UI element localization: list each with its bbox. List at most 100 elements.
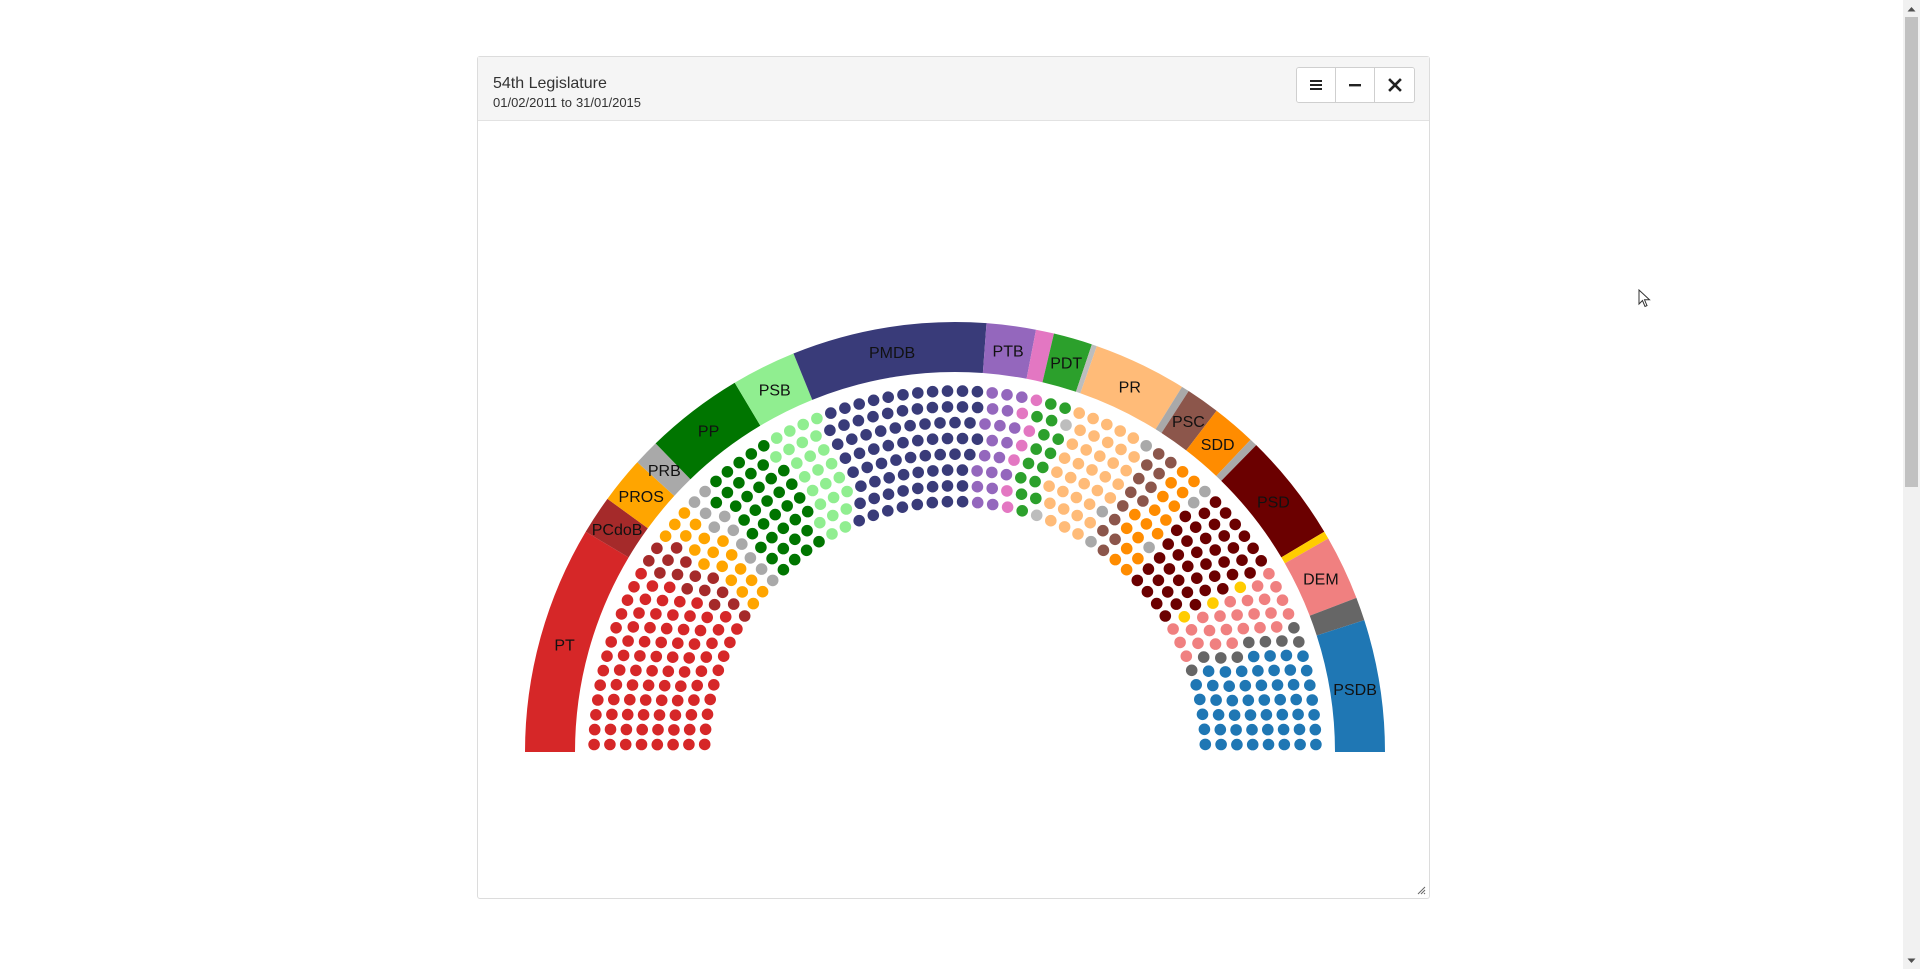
seat-dot-psdb[interactable] <box>1226 694 1239 707</box>
seat-dot-segment-15[interactable] <box>1199 485 1211 498</box>
seat-dot-pt[interactable] <box>678 666 691 678</box>
seat-dot-pp[interactable] <box>801 505 814 518</box>
seat-dot-pt[interactable] <box>630 664 642 677</box>
seat-dot-segment-15[interactable] <box>1187 496 1200 509</box>
seat-dot-pp[interactable] <box>741 490 753 503</box>
seat-dot-psd[interactable] <box>1153 552 1166 564</box>
seat-dot-pcdob[interactable] <box>689 570 702 582</box>
seat-dot-psd[interactable] <box>1189 598 1202 611</box>
seat-dot-pt[interactable] <box>604 723 617 736</box>
seat-dot-pmdb[interactable] <box>904 419 916 432</box>
seat-dot-psdb[interactable] <box>1214 723 1227 736</box>
seat-dot-dem[interactable] <box>1231 609 1243 621</box>
seat-dot-pr[interactable] <box>1087 412 1099 425</box>
seat-dot-pr[interactable] <box>1078 477 1090 490</box>
seat-dot-segment-8[interactable] <box>1023 425 1036 437</box>
seat-dot-pdt[interactable] <box>1030 492 1042 505</box>
party-arc-psdb[interactable] <box>1316 620 1385 752</box>
seat-dot-pmdb[interactable] <box>956 464 969 476</box>
seat-dot-pt[interactable] <box>658 679 671 692</box>
seat-dot-prb[interactable] <box>727 524 740 537</box>
party-arc-pmdb[interactable] <box>793 322 987 400</box>
seat-dot-psd[interactable] <box>1150 597 1163 610</box>
seat-dot-psdb[interactable] <box>1242 694 1255 707</box>
seat-dot-ptb[interactable] <box>986 466 998 479</box>
seat-dot-psdb[interactable] <box>1223 680 1235 692</box>
seat-dot-pt[interactable] <box>674 595 686 608</box>
seat-dot-sdd[interactable] <box>1109 553 1122 566</box>
seat-dot-segment-19[interactable] <box>1197 651 1210 663</box>
seat-dot-psd[interactable] <box>1218 530 1230 542</box>
seat-dot-pt[interactable] <box>605 636 617 648</box>
seat-dot-pr[interactable] <box>1107 457 1119 469</box>
seat-dot-pmdb[interactable] <box>846 433 858 446</box>
seat-dot-pp[interactable] <box>777 522 790 535</box>
seat-dot-dem[interactable] <box>1197 611 1209 624</box>
party-arc-segment-8[interactable] <box>1026 329 1054 383</box>
seat-dot-pt[interactable] <box>655 694 668 707</box>
seat-dot-psdb[interactable] <box>1239 679 1252 692</box>
seat-dot-segment-19[interactable] <box>1185 664 1198 677</box>
seat-dot-pros[interactable] <box>725 549 738 561</box>
seat-dot-pmdb[interactable] <box>853 398 865 410</box>
resize-handle-icon[interactable] <box>1416 885 1426 895</box>
seat-dot-segment-10[interactable] <box>1060 419 1072 431</box>
seat-dot-pcdob[interactable] <box>680 556 692 568</box>
seat-dot-ptb[interactable] <box>971 465 983 477</box>
seat-dot-psc[interactable] <box>1141 459 1153 471</box>
seat-dot-pp[interactable] <box>757 518 770 530</box>
seat-dot-dem[interactable] <box>1192 637 1204 650</box>
seat-dot-psd[interactable] <box>1209 496 1222 508</box>
seat-dot-pdt[interactable] <box>1038 429 1050 441</box>
seat-dot-psc[interactable] <box>1108 513 1121 526</box>
seat-dot-pmdb[interactable] <box>904 451 917 464</box>
seat-dot-psb[interactable] <box>840 503 853 515</box>
seat-dot-pmdb[interactable] <box>868 443 880 455</box>
seat-dot-sdd[interactable] <box>1132 531 1144 544</box>
seat-dot-pt[interactable] <box>650 650 663 663</box>
seat-dot-psd[interactable] <box>1189 521 1202 533</box>
seat-dot-pros[interactable] <box>707 546 719 559</box>
seat-dot-sdd[interactable] <box>1157 490 1169 503</box>
seat-dot-segment-17[interactable] <box>1234 581 1247 594</box>
seat-dot-pmdb[interactable] <box>919 418 931 430</box>
seat-dot-segment-8[interactable] <box>1030 394 1043 407</box>
seat-dot-pcdob[interactable] <box>654 567 666 579</box>
seat-dot-psb[interactable] <box>791 457 803 469</box>
seat-dot-dem[interactable] <box>1265 607 1277 619</box>
seat-dot-pt[interactable] <box>683 738 695 751</box>
seat-dot-pmdb[interactable] <box>883 472 895 484</box>
seat-dot-psc[interactable] <box>1137 495 1149 507</box>
seat-dot-pt[interactable] <box>731 623 743 635</box>
seat-dot-dem[interactable] <box>1185 624 1198 636</box>
seat-dot-pr[interactable] <box>1051 466 1063 479</box>
seat-dot-pt[interactable] <box>688 694 700 706</box>
seat-dot-pt[interactable] <box>588 738 600 751</box>
seat-dot-pp[interactable] <box>801 524 813 537</box>
seat-dot-psdb[interactable] <box>1290 693 1302 706</box>
seat-dot-segment-19[interactable] <box>1231 651 1244 663</box>
seat-dot-psc[interactable] <box>1145 481 1157 494</box>
seat-dot-pdt[interactable] <box>1052 433 1064 446</box>
seat-dot-psd[interactable] <box>1236 554 1248 566</box>
seat-dot-pros[interactable] <box>689 518 702 531</box>
seat-dot-pt[interactable] <box>637 709 650 721</box>
seat-dot-dem[interactable] <box>1241 594 1254 607</box>
seat-dot-pt[interactable] <box>635 567 647 580</box>
seat-dot-pmdb[interactable] <box>926 480 939 493</box>
seat-dot-pp[interactable] <box>757 459 769 471</box>
seat-dot-pmdb[interactable] <box>882 391 894 404</box>
seat-dot-dem[interactable] <box>1174 636 1186 649</box>
seat-dot-pt[interactable] <box>604 738 616 751</box>
seat-dot-ptb[interactable] <box>1001 405 1014 417</box>
seat-dot-ptb[interactable] <box>986 387 998 399</box>
seat-dot-psdb[interactable] <box>1306 694 1318 706</box>
seat-dot-pt[interactable] <box>660 622 673 635</box>
seat-dot-pr[interactable] <box>1073 407 1085 419</box>
seat-dot-pr[interactable] <box>1080 444 1092 456</box>
seat-dot-pr[interactable] <box>1094 450 1106 463</box>
seat-dot-pmdb[interactable] <box>882 439 895 452</box>
seat-dot-pr[interactable] <box>1058 452 1071 465</box>
seat-dot-sdd[interactable] <box>1176 486 1189 499</box>
seat-dot-psdb[interactable] <box>1235 665 1248 678</box>
